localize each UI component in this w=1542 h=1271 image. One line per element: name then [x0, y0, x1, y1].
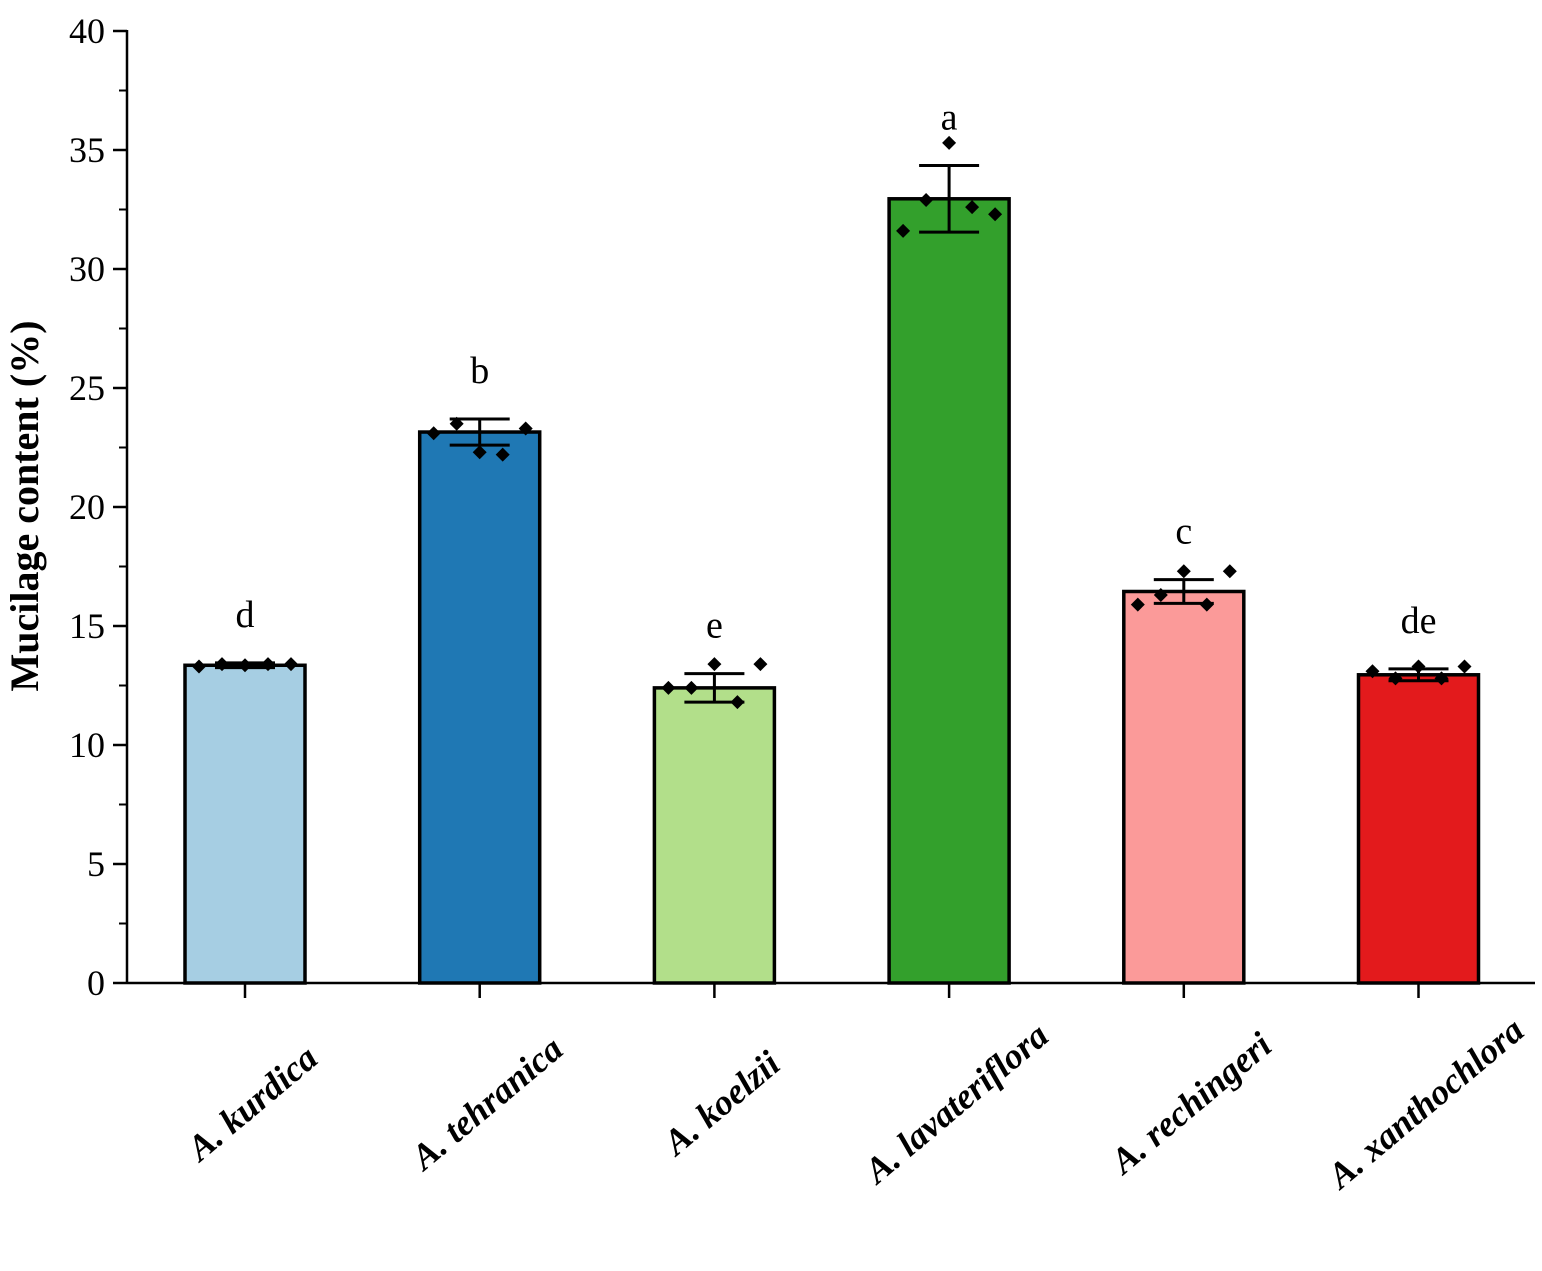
- x-tick-label: A. koelzii: [654, 1043, 787, 1164]
- data-point: [919, 192, 934, 207]
- data-point: [707, 657, 722, 672]
- data-point: [238, 658, 252, 673]
- y-tick-label: 25: [69, 368, 105, 408]
- data-point: [661, 680, 676, 695]
- x-tick-label: A. tehranica: [402, 1028, 570, 1178]
- data-point: [753, 657, 768, 672]
- data-point: [942, 135, 957, 150]
- y-tick-label: 0: [87, 963, 105, 1003]
- bars: [183, 197, 1481, 985]
- bar-2: [417, 430, 542, 985]
- bar-6: [1356, 673, 1481, 985]
- data-point: [1388, 671, 1403, 686]
- data-points: [192, 135, 1472, 710]
- bar-3: [652, 686, 777, 985]
- y-tick-label: 35: [69, 130, 105, 170]
- y-tick-label: 30: [69, 249, 105, 289]
- y-tick-label: 40: [69, 11, 105, 51]
- error-bars: [215, 163, 1449, 704]
- data-point: [1457, 659, 1472, 674]
- x-axis: A. kurdica A. tehranica A. koelzii A. lavat…: [127, 981, 1535, 1198]
- data-point: [518, 421, 533, 436]
- bar-5: [1122, 589, 1246, 985]
- data-point: [472, 445, 487, 460]
- data-point: [1222, 564, 1237, 579]
- y-axis-label: Mucilage content (%): [2, 320, 47, 691]
- data-point: [215, 657, 229, 672]
- x-tick-label: A. lavateriflora: [855, 1015, 1055, 1192]
- bar-1: [183, 663, 307, 985]
- bar-4: [887, 197, 1011, 985]
- significance-letter: d: [236, 594, 255, 636]
- data-point: [192, 659, 206, 674]
- data-point: [449, 416, 464, 431]
- data-point: [896, 223, 911, 238]
- y-tick-label: 20: [69, 487, 105, 527]
- data-point: [1411, 659, 1426, 674]
- x-tick-label: A. xanthochlora: [1319, 1010, 1532, 1198]
- significance-letter: c: [1175, 511, 1192, 553]
- y-tick-label: 5: [87, 844, 105, 884]
- data-point: [1176, 564, 1191, 579]
- data-point: [284, 657, 298, 672]
- data-point: [988, 207, 1003, 222]
- data-point: [965, 200, 980, 215]
- data-point: [730, 695, 745, 710]
- data-point: [1153, 588, 1168, 603]
- data-point: [1130, 597, 1145, 612]
- y-tick-label: 15: [69, 606, 105, 646]
- significance-letter: a: [941, 96, 958, 138]
- significance-letter: b: [470, 350, 489, 392]
- significance-letter: de: [1401, 600, 1437, 642]
- data-point: [684, 680, 699, 695]
- data-point: [1199, 597, 1214, 612]
- data-point: [1365, 664, 1380, 679]
- y-tick-label: 10: [69, 725, 105, 765]
- significance-letter: e: [706, 605, 723, 647]
- data-point: [261, 657, 275, 672]
- significance-letters: d b e a c de: [236, 96, 1437, 646]
- data-point: [426, 426, 441, 441]
- y-axis: 0 5 10 15 20 25 30 35 40: [69, 11, 129, 1003]
- x-tick-label: A. kurdica: [178, 1037, 325, 1169]
- data-point: [495, 447, 510, 462]
- x-tick-label: A. rechingeri: [1102, 1024, 1279, 1182]
- data-point: [1434, 671, 1449, 686]
